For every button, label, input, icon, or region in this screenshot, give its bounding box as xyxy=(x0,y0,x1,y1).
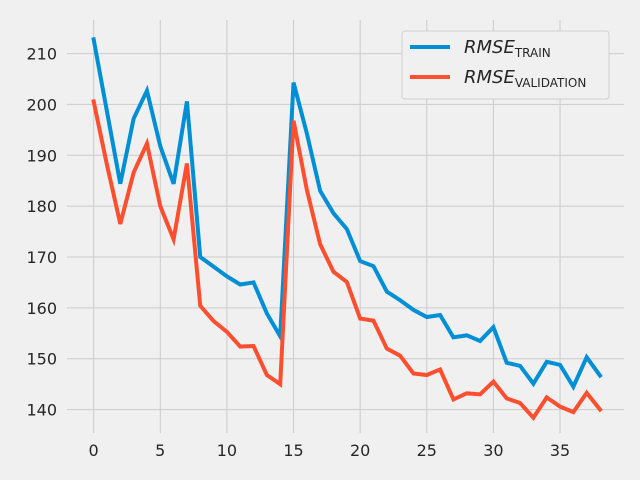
x-tick-label: 35 xyxy=(550,441,570,460)
y-tick-label: 140 xyxy=(26,401,57,420)
y-tick-label: 150 xyxy=(26,350,57,369)
x-tick-label: 25 xyxy=(417,441,437,460)
y-tick-label: 160 xyxy=(26,299,57,318)
y-tick-label: 210 xyxy=(26,45,57,64)
x-tick-label: 15 xyxy=(283,441,303,460)
legend-label-main: RMSE xyxy=(464,67,515,88)
legend-label-main: RMSE xyxy=(464,37,515,58)
y-axis-ticks: 140 150 160 170 180 190 200 210 xyxy=(26,45,57,420)
legend-label: RMSETRAIN xyxy=(464,37,551,60)
x-tick-label: 20 xyxy=(350,441,370,460)
x-tick-label: 10 xyxy=(217,441,237,460)
x-tick-label: 5 xyxy=(155,441,165,460)
y-tick-label: 190 xyxy=(26,146,57,165)
x-tick-label: 30 xyxy=(483,441,503,460)
y-tick-label: 200 xyxy=(26,95,57,114)
legend-label: RMSEVALIDATION xyxy=(464,67,586,90)
y-tick-label: 170 xyxy=(26,248,57,267)
series-lines xyxy=(91,37,603,422)
legend-box xyxy=(401,30,610,100)
series-line-validation xyxy=(91,99,603,422)
x-tick-label: 0 xyxy=(89,441,99,460)
legend-label-subscript: VALIDATION xyxy=(515,76,586,90)
series-line-train xyxy=(91,37,603,391)
y-tick-label: 180 xyxy=(26,197,57,216)
x-axis-ticks: 0 5 10 15 20 25 30 35 xyxy=(89,441,571,460)
legend-label-subscript: TRAIN xyxy=(514,46,551,60)
